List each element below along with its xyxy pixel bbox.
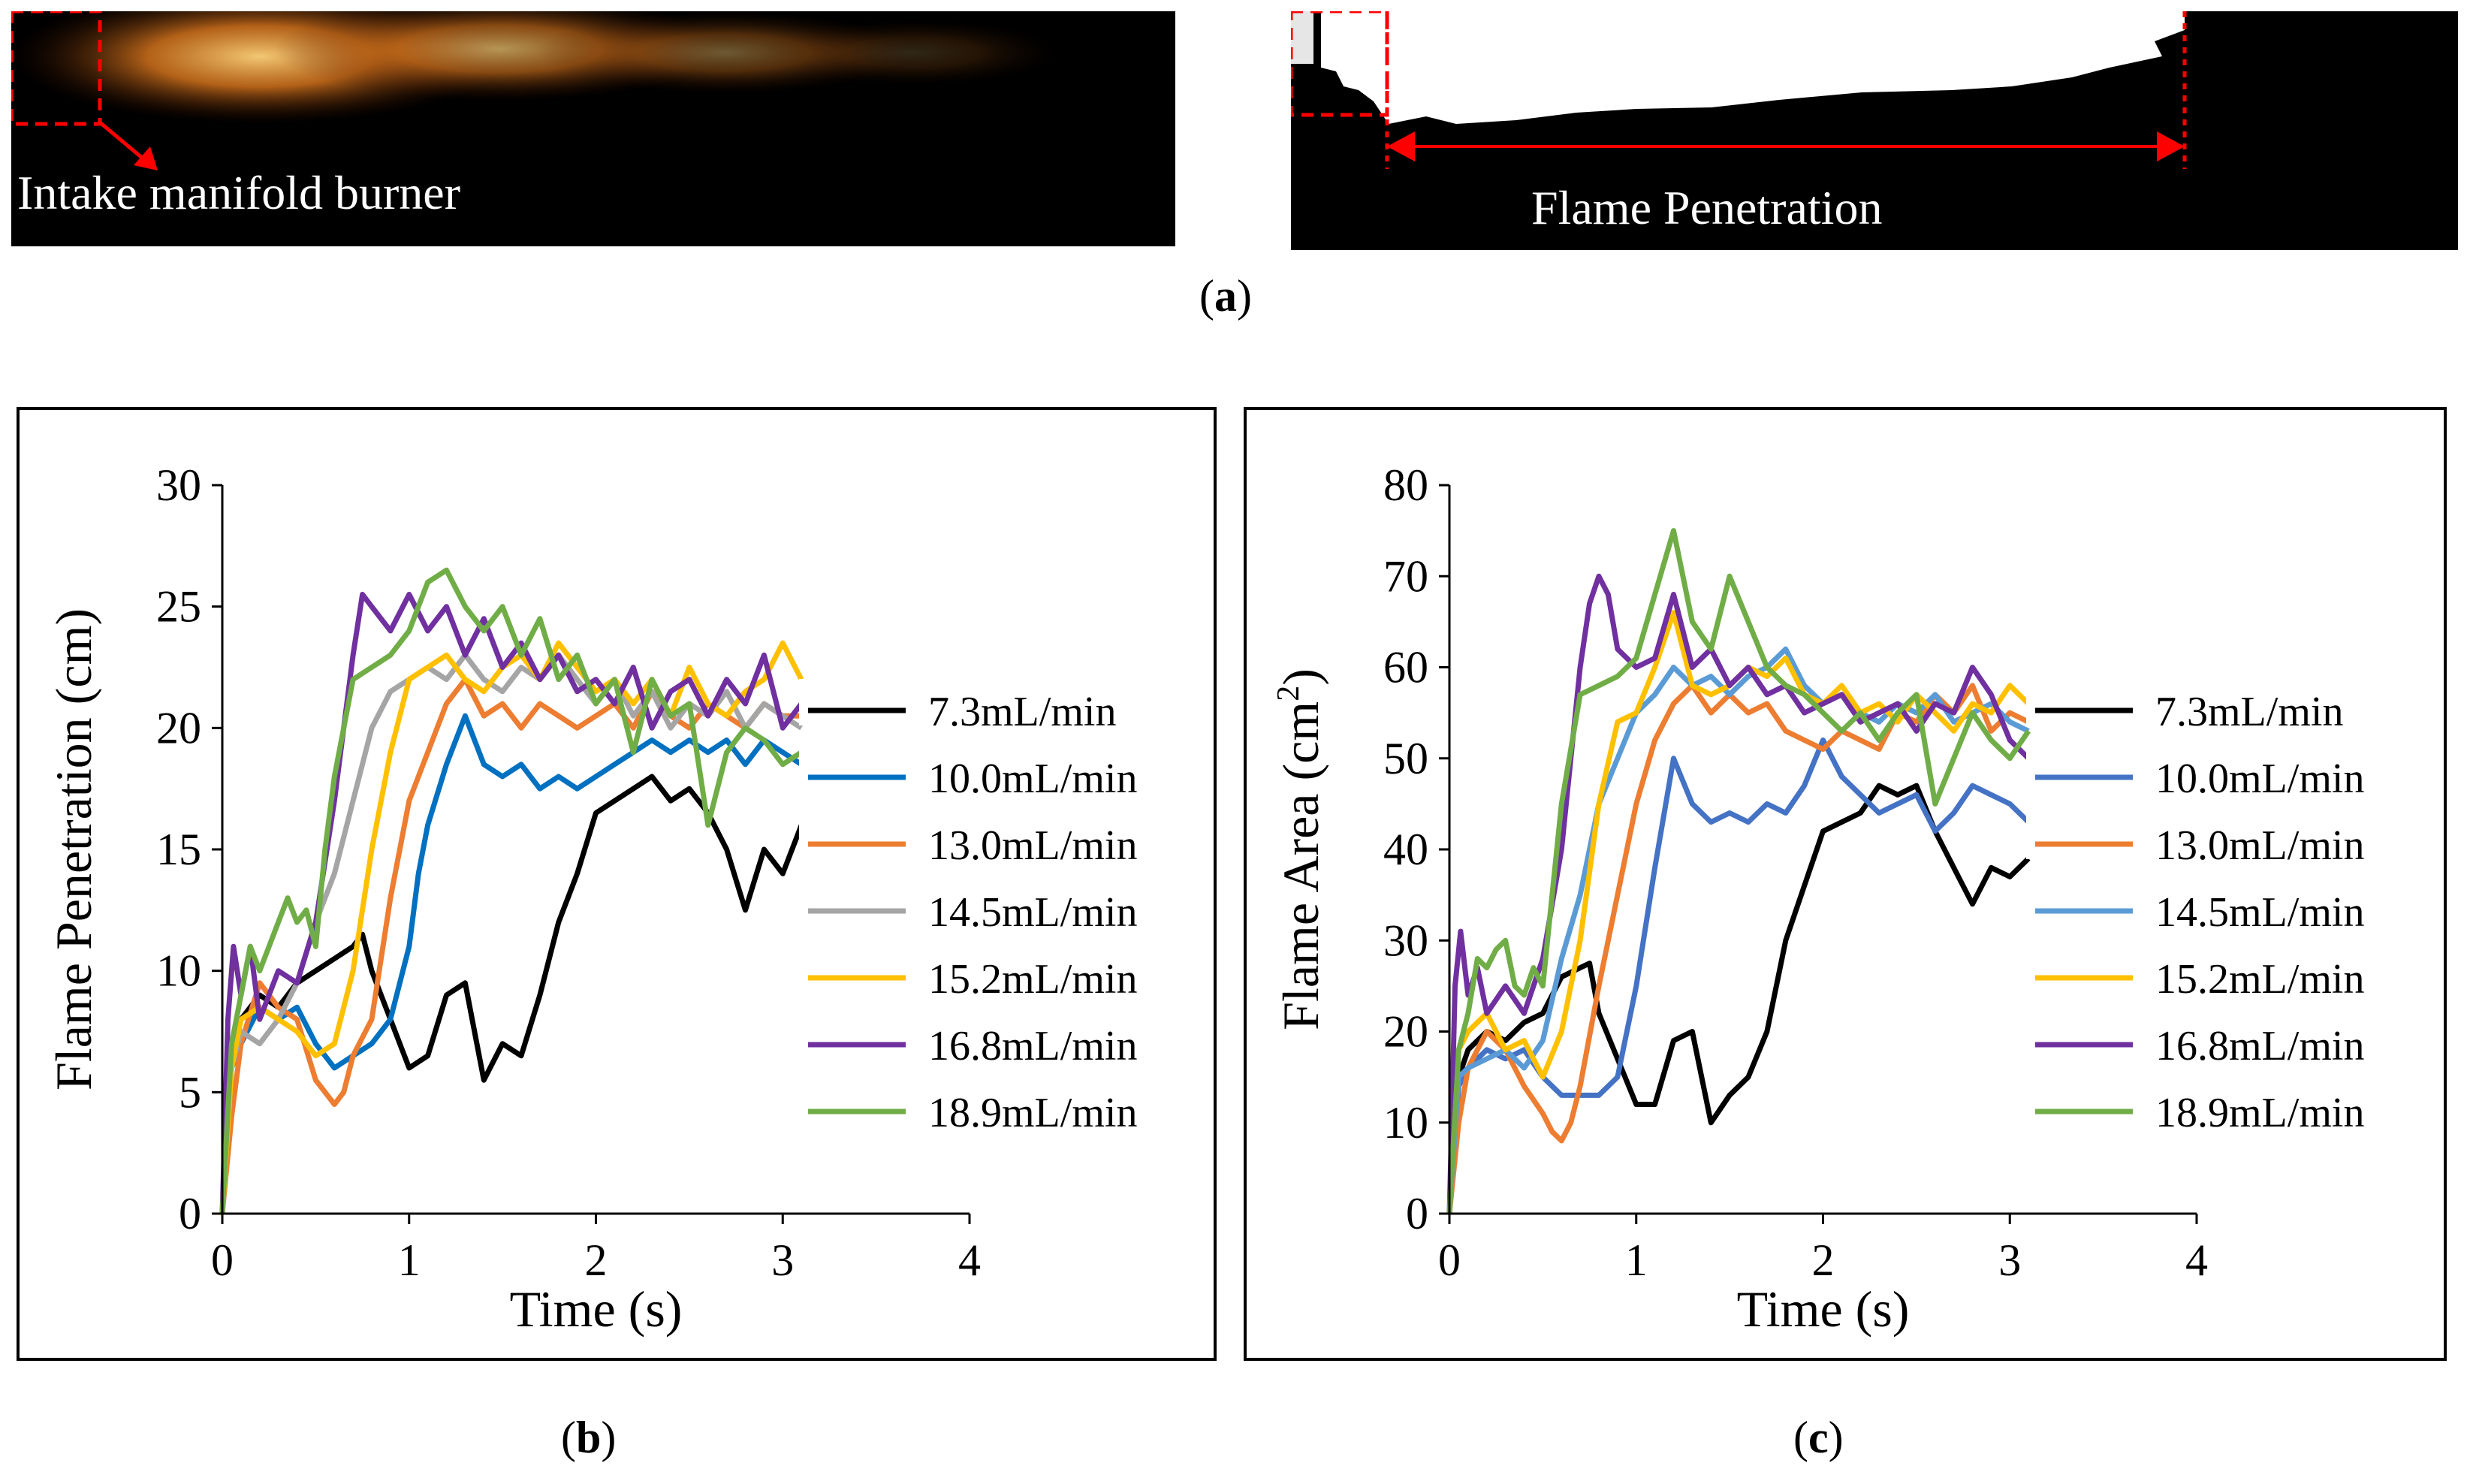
binarized-flame-photo: Flame Penetration — [1291, 11, 2458, 250]
legend-bg — [2026, 746, 2432, 792]
series-line-7 — [219, 567, 804, 1214]
y-tick-label: 20 — [1383, 1007, 1428, 1057]
legend-label: 7.3mL/min — [2155, 689, 2343, 735]
legend-bg — [799, 879, 1205, 926]
x-tick-label: 0 — [1438, 1235, 1461, 1285]
flame-image — [11, 11, 1063, 170]
y-tick-label: 70 — [1383, 551, 1428, 601]
photo-caption-burner: Intake manifold burner — [17, 166, 460, 219]
legend-label: 10.0mL/min — [928, 756, 1137, 802]
binarized-flame-image — [1291, 11, 2187, 169]
y-tick-label: 50 — [1383, 734, 1428, 783]
legend-label: 18.9mL/min — [2155, 1090, 2364, 1136]
legend-bg — [799, 1013, 1205, 1060]
panel-label-b: (b) — [561, 1413, 617, 1462]
x-tick-label: 2 — [1812, 1235, 1835, 1285]
x-tick-label: 4 — [958, 1235, 981, 1285]
legend-bg — [2026, 946, 2432, 993]
legend-bg — [2026, 679, 2432, 725]
legend-bg — [799, 946, 1205, 993]
legend-label: 14.5mL/min — [2155, 889, 2364, 936]
x-tick-label: 1 — [1625, 1235, 1648, 1285]
y-tick-label: 30 — [1383, 915, 1428, 965]
y-tick-label: 30 — [156, 460, 201, 510]
area-chart: 0 10 20 30 40 50 60 70 80 0 1 2 3 4 Time (s) Flame Area… — [1271, 460, 2432, 1338]
x-tick-label: 2 — [585, 1235, 608, 1285]
legend-label: 18.9mL/min — [928, 1090, 1137, 1136]
y-axis-label-sup: 2 — [1271, 686, 1306, 701]
flame-photo: Intake manifold burner — [11, 11, 1175, 246]
panel-label-a: (a) — [1199, 271, 1252, 321]
legend-bg — [2026, 879, 2432, 926]
x-tick-label: 4 — [2185, 1235, 2208, 1285]
x-axis-label: Time (s) — [1737, 1280, 1910, 1338]
legend-bg — [799, 679, 1205, 725]
legend-label: 14.5mL/min — [928, 889, 1137, 936]
legend-label: 15.2mL/min — [2155, 956, 2364, 1003]
series-line-6 — [219, 592, 804, 1214]
legend-bg — [799, 746, 1205, 792]
photo-caption-penetration: Flame Penetration — [1531, 181, 1883, 234]
y-axis-label-text: Flame Area (cm — [1272, 701, 1329, 1030]
x-tick-label: 3 — [771, 1235, 794, 1285]
y-axis-label-end: ) — [1272, 668, 1329, 686]
y-tick-label: 0 — [1406, 1189, 1428, 1238]
y-tick-label: 60 — [1383, 643, 1428, 692]
y-axis-label: Flame Penetration (cm) — [45, 608, 102, 1090]
y-tick-label: 15 — [156, 825, 201, 874]
series-line-4 — [1446, 646, 2030, 1214]
series-line-6 — [1446, 573, 2031, 1214]
series-line-7 — [1446, 528, 2031, 1214]
y-tick-label: 25 — [156, 582, 201, 632]
series-line-3 — [219, 677, 802, 1214]
y-tick-label: 80 — [1383, 460, 1428, 510]
chart-panel-c: 0 10 20 30 40 50 60 70 80 0 1 2 3 4 Time (s) Flame Area… — [1244, 407, 2447, 1361]
legend-bg — [2026, 1013, 2432, 1060]
panel-label-c: (c) — [1793, 1413, 1844, 1462]
y-tick-label: 40 — [1383, 825, 1428, 874]
chart-panel-b: 0 5 10 15 20 25 30 0 1 2 3 4 Time (s) Flame Penetrati… — [17, 407, 1217, 1361]
legend-bg — [2026, 813, 2432, 859]
legend-bg — [2026, 1080, 2432, 1127]
x-axis-label: Time (s) — [510, 1280, 683, 1338]
penetration-chart: 0 5 10 15 20 25 30 0 1 2 3 4 Time (s) Flame Penetrati… — [45, 460, 1205, 1338]
series-line-2 — [219, 713, 804, 1214]
y-tick-label: 5 — [179, 1067, 201, 1117]
x-tick-label: 3 — [1998, 1235, 2021, 1285]
legend-label: 7.3mL/min — [928, 689, 1116, 735]
legend-label: 10.0mL/min — [2155, 756, 2364, 802]
burner-arrow — [98, 121, 148, 163]
burner-box — [11, 11, 102, 126]
legend-label: 15.2mL/min — [928, 956, 1137, 1003]
series-line-1 — [219, 774, 804, 1214]
legend-bg — [799, 1080, 1205, 1127]
x-tick-label: 0 — [211, 1235, 234, 1285]
y-axis-label: Flame Area (cm2) — [1271, 668, 1329, 1030]
legend-label: 16.8mL/min — [2155, 1023, 2364, 1069]
legend-label: 16.8mL/min — [928, 1023, 1137, 1069]
y-tick-label: 10 — [1383, 1098, 1428, 1148]
series-line-4 — [219, 652, 804, 1214]
y-axis-label-text: Flame Penetration (cm) — [45, 608, 102, 1090]
legend-label: 13.0mL/min — [928, 822, 1137, 869]
y-tick-label: 10 — [156, 946, 201, 996]
legend-label: 13.0mL/min — [2155, 822, 2364, 869]
y-tick-label: 20 — [156, 703, 201, 753]
y-tick-label: 0 — [179, 1189, 201, 1238]
series-line-1 — [1446, 783, 2031, 1214]
legend-bg — [799, 813, 1205, 859]
x-tick-label: 1 — [398, 1235, 421, 1285]
series-line-3 — [1446, 683, 2030, 1214]
